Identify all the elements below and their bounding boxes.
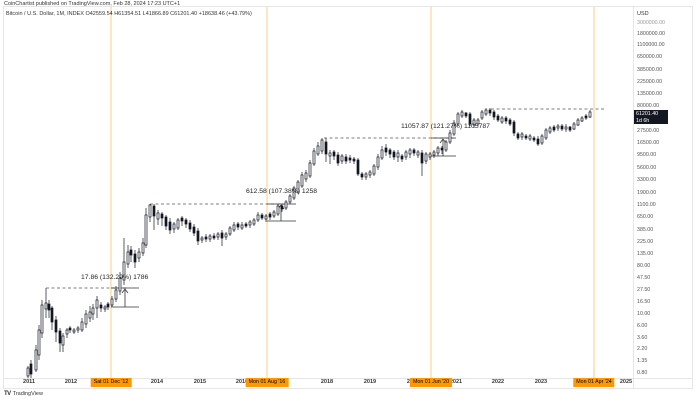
y-tick: 225.00 — [637, 239, 654, 245]
candles — [26, 108, 592, 378]
x-tick: 2015 — [193, 379, 207, 385]
y-tick: 385.00 — [637, 227, 654, 233]
x-tick: 2012 — [64, 379, 78, 385]
y-tick: 0.80 — [637, 370, 648, 376]
y-tick: 80.00 — [637, 263, 651, 269]
y-tick: 27.50 — [637, 287, 651, 293]
time-axis-divider — [3, 378, 693, 379]
y-tick: 385000.00 — [637, 67, 663, 73]
y-tick: 5600.00 — [637, 165, 657, 171]
x-tick: 2025 — [619, 379, 633, 385]
x-tick: 2018 — [320, 379, 334, 385]
annotation-cycle-2020: 11057.87 (121.27%) 1105787 — [401, 123, 490, 130]
y-tick: 80000.00 — [637, 103, 660, 109]
y-tick: 3.60 — [637, 335, 648, 341]
last-price-label: 61201.40 1d 6h — [634, 110, 668, 124]
price-axis-divider — [633, 6, 634, 389]
x-tick: 2014 — [150, 379, 164, 385]
y-tick: 1800000.00 — [637, 31, 665, 37]
y-tick: 135.00 — [637, 251, 654, 257]
annotation-cycle-2012: 17.86 (132.29%) 1786 — [81, 274, 149, 281]
y-tick: 1900.00 — [637, 190, 657, 196]
halving-marker-2024: Mon 01 Apr '24 — [573, 378, 615, 387]
halving-marker-2012: Sat 01 Dec '12 — [90, 378, 132, 387]
x-tick: 2011 — [23, 379, 35, 385]
chart-frame — [3, 6, 693, 389]
y-tick: 1.35 — [637, 358, 648, 364]
x-tick: 2021 — [449, 379, 463, 385]
last-price-value: 61201.40 — [636, 111, 659, 117]
halving-marker-2016: Mon 01 Aug '16 — [245, 378, 289, 387]
y-tick: 10.00 — [637, 311, 651, 317]
y-tick: 650000.00 — [637, 54, 663, 60]
y-tick: 27500.00 — [637, 128, 660, 134]
y-tick: 1100000.00 — [637, 42, 665, 48]
halving-lines — [110, 7, 595, 378]
y-tick: 47.50 — [637, 275, 651, 281]
tradingview-brand[interactable]: TradingView — [12, 391, 43, 397]
tradingview-logo-icon: TV — [4, 391, 11, 397]
price-range-tools — [111, 137, 456, 308]
y-tick: 135000.00 — [637, 91, 663, 97]
x-tick: 2023 — [534, 379, 548, 385]
annotation-cycle-2016: 612.58 (107.38%) 1258 — [246, 188, 318, 195]
x-tick: 2022 — [491, 379, 505, 385]
y-tick: 225000.00 — [637, 79, 663, 85]
currency-label: USD — [637, 11, 649, 17]
symbol-legend: Bitcoin / U.S. Dollar, 1M, INDEX O42559.… — [6, 11, 252, 17]
y-tick: 6.00 — [637, 323, 648, 329]
y-tick: 1100.00 — [637, 202, 656, 208]
y-tick: 2.20 — [637, 346, 648, 352]
y-tick: 16500.00 — [637, 140, 660, 146]
y-tick: 3000000.00 — [637, 20, 665, 26]
y-tick: 9500.00 — [637, 152, 657, 158]
y-tick: 3300.00 — [637, 177, 657, 183]
publisher-caption: CoinChartist published on TradingView.co… — [4, 1, 181, 7]
y-tick: 650.00 — [637, 214, 654, 220]
footer: TV TradingView — [4, 391, 43, 397]
y-tick: 16.50 — [637, 299, 651, 305]
halving-marker-2020: Mon 01 Jun '20 — [409, 378, 453, 387]
bar-countdown: 1d 6h — [636, 117, 650, 124]
x-tick: 2016 — [235, 379, 249, 385]
x-tick: 2019 — [363, 379, 377, 385]
